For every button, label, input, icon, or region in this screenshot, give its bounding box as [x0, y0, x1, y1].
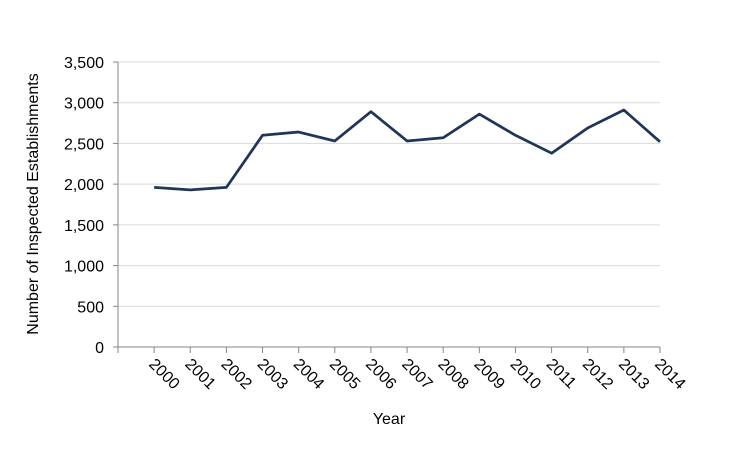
x-tick-label: 2007	[398, 356, 435, 393]
y-axis-title: Number of Inspected Establishments	[25, 73, 42, 334]
x-tick-label: 2013	[615, 356, 652, 393]
x-tick-label: 2014	[651, 356, 688, 393]
x-tick-label: 2010	[507, 356, 544, 393]
x-tick-label: 2011	[543, 356, 579, 392]
x-tick-label: 2005	[326, 356, 363, 393]
x-tick-label: 2006	[362, 356, 399, 393]
x-tick-label: 2004	[290, 356, 327, 393]
y-tick-label: 3,500	[64, 55, 104, 72]
y-tick-label: 1,000	[64, 259, 104, 276]
x-tick-label: 2002	[218, 356, 255, 393]
x-axis-title: Year	[373, 411, 406, 428]
x-tick-label: 2000	[145, 356, 182, 393]
x-tick-label: 2008	[434, 356, 471, 393]
y-tick-label: 500	[77, 299, 104, 316]
y-tick-label: 1,500	[64, 218, 104, 235]
x-tick-label: 2009	[471, 356, 508, 393]
data-line	[154, 108, 661, 192]
x-tick-label: 2003	[254, 356, 291, 393]
x-tick-label: 2001	[181, 356, 218, 393]
y-tick-label: 2,500	[64, 136, 104, 153]
x-tick-label: 2012	[579, 356, 616, 393]
y-tick-label: 2,000	[64, 177, 104, 194]
y-tick-label: 0	[95, 340, 104, 357]
y-tick-label: 3,000	[64, 96, 104, 113]
